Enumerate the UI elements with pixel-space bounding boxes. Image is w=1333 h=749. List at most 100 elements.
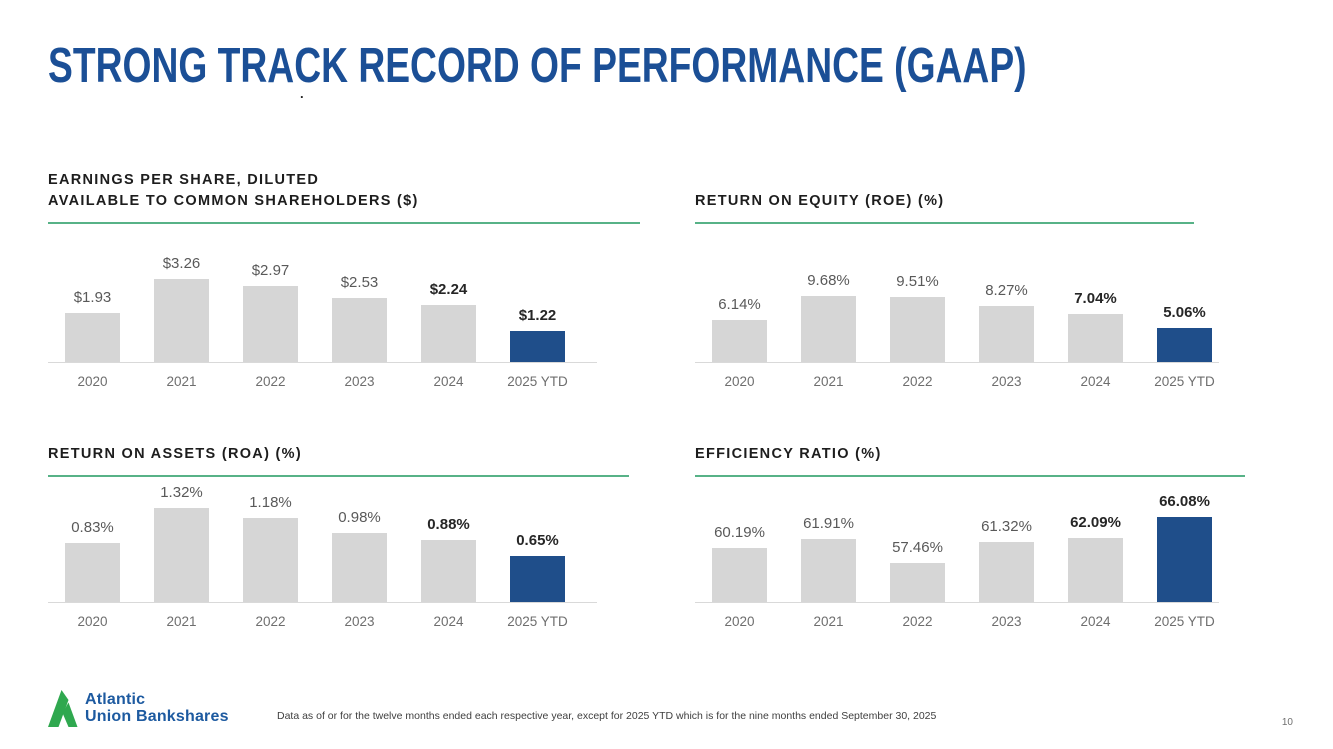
x-axis-tick-label: 2020 bbox=[77, 614, 108, 629]
bar-cell: 0.83% bbox=[48, 519, 137, 603]
bar-cell: 8.27% bbox=[962, 282, 1051, 363]
chart-title: EARNINGS PER SHARE, DILUTED AVAILABLE TO … bbox=[48, 168, 640, 222]
bar bbox=[154, 279, 209, 363]
page-number: 10 bbox=[1281, 717, 1293, 728]
bar-value-label: 61.91% bbox=[803, 515, 854, 532]
x-axis-tick-label: 2022 bbox=[255, 374, 286, 389]
bar-cell: $2.24 bbox=[404, 281, 493, 363]
bar-cell: 66.08% bbox=[1140, 493, 1229, 603]
x-axis-labels: 2020 2021 2022 2023 2024 2025 YTD bbox=[48, 603, 582, 629]
x-axis-tick-label: 2025 YTD bbox=[1154, 614, 1215, 629]
bar-cell: $1.22 bbox=[493, 307, 582, 363]
bar-value-label: 8.27% bbox=[985, 282, 1028, 299]
logo-text: Atlantic Union Bankshares bbox=[85, 691, 229, 725]
chart-title: EFFICIENCY RATIO (%) bbox=[695, 421, 1245, 475]
bar-plot: 6.14% 9.68% 9.51% 8.27% 7.04% 5.06% bbox=[695, 224, 1229, 363]
bar-value-label: 1.18% bbox=[249, 494, 292, 511]
green-divider bbox=[48, 222, 640, 224]
x-axis-tick-label: 2021 bbox=[166, 614, 197, 629]
x-axis-labels: 2020 2021 2022 2023 2024 2025 YTD bbox=[48, 363, 582, 389]
bar bbox=[801, 539, 856, 603]
x-axis-line bbox=[48, 362, 597, 363]
bar-value-label: 0.83% bbox=[71, 519, 114, 536]
x-axis-tick-label: 2020 bbox=[724, 614, 755, 629]
bar-cell: 57.46% bbox=[873, 539, 962, 603]
bar bbox=[332, 533, 387, 603]
x-axis-tick-label: 2023 bbox=[991, 614, 1022, 629]
x-axis-tick-label: 2021 bbox=[813, 614, 844, 629]
bar-value-label: $3.26 bbox=[162, 255, 201, 272]
x-axis-tick-label: 2025 YTD bbox=[507, 614, 568, 629]
bar bbox=[243, 518, 298, 603]
footnote: Data as of or for the twelve months ende… bbox=[277, 710, 937, 722]
stray-dot: . bbox=[300, 86, 304, 101]
bar bbox=[1157, 328, 1212, 363]
x-axis-tick-label: 2024 bbox=[433, 614, 464, 629]
bar-value-label: $1.22 bbox=[518, 307, 557, 324]
bar-value-label: $2.97 bbox=[251, 262, 290, 279]
bar-value-label: 61.32% bbox=[981, 518, 1032, 535]
chart-panel-roe: RETURN ON EQUITY (ROE) (%) 6.14% 9.68% 9.5… bbox=[695, 168, 1245, 389]
bar-cell: 5.06% bbox=[1140, 304, 1229, 363]
bar bbox=[510, 331, 565, 363]
bar-value-label: $2.53 bbox=[340, 274, 379, 291]
green-divider bbox=[48, 475, 629, 477]
chart-title-line: AVAILABLE TO COMMON SHAREHOLDERS ($) bbox=[48, 192, 419, 209]
bar bbox=[890, 563, 945, 603]
bar-cell: 0.88% bbox=[404, 516, 493, 603]
bar-cell: 61.91% bbox=[784, 515, 873, 603]
x-axis-tick-label: 2023 bbox=[344, 614, 375, 629]
chart-title: RETURN ON ASSETS (ROA) (%) bbox=[48, 421, 640, 475]
x-axis-tick-label: 2024 bbox=[433, 374, 464, 389]
bar bbox=[243, 286, 298, 363]
x-axis-tick-label: 2020 bbox=[77, 374, 108, 389]
x-axis-tick-label: 2025 YTD bbox=[1154, 374, 1215, 389]
x-axis-tick-label: 2025 YTD bbox=[507, 374, 568, 389]
x-axis-tick-label: 2021 bbox=[166, 374, 197, 389]
bar bbox=[1068, 314, 1123, 363]
chart-panel-eps: EARNINGS PER SHARE, DILUTED AVAILABLE TO … bbox=[48, 168, 640, 389]
bar-value-label: $1.93 bbox=[73, 289, 112, 306]
bar-value-label: 1.32% bbox=[160, 484, 203, 501]
company-logo: Atlantic Union Bankshares bbox=[48, 690, 229, 727]
x-axis-tick-label: 2021 bbox=[813, 374, 844, 389]
bar-plot: 60.19% 61.91% 57.46% 61.32% 62.09% 66.08% bbox=[695, 477, 1229, 603]
bar-cell: 0.98% bbox=[315, 509, 404, 603]
x-axis-tick-label: 2023 bbox=[344, 374, 375, 389]
bar-value-label: 5.06% bbox=[1163, 304, 1206, 321]
bar-cell: 6.14% bbox=[695, 296, 784, 363]
x-axis-tick-label: 2023 bbox=[991, 374, 1022, 389]
x-axis-tick-label: 2020 bbox=[724, 374, 755, 389]
bar-value-label: 7.04% bbox=[1074, 290, 1117, 307]
bar-value-label: 57.46% bbox=[892, 539, 943, 556]
bar bbox=[979, 306, 1034, 363]
bar-cell: 60.19% bbox=[695, 524, 784, 603]
x-axis-labels: 2020 2021 2022 2023 2024 2025 YTD bbox=[695, 363, 1229, 389]
bar-plot: 0.83% 1.32% 1.18% 0.98% 0.88% 0.65% bbox=[48, 477, 597, 603]
bar-cell: 7.04% bbox=[1051, 290, 1140, 363]
logo-line-2: Union Bankshares bbox=[85, 707, 229, 725]
bar-cell: 1.32% bbox=[137, 484, 226, 603]
slide-title: STRONG TRACK RECORD OF PERFORMANCE (GAAP… bbox=[48, 39, 1027, 93]
bar bbox=[712, 548, 767, 603]
bar bbox=[421, 540, 476, 603]
green-divider bbox=[695, 475, 1245, 477]
bar-value-label: 60.19% bbox=[714, 524, 765, 541]
bar-cell: 0.65% bbox=[493, 532, 582, 603]
bar-cell: 9.51% bbox=[873, 273, 962, 363]
bar-cell: $1.93 bbox=[48, 289, 137, 363]
bar-value-label: 0.88% bbox=[427, 516, 470, 533]
bar-value-label: 66.08% bbox=[1159, 493, 1210, 510]
bar-value-label: 0.65% bbox=[516, 532, 559, 549]
mountain-a-icon bbox=[48, 690, 78, 727]
bar-value-label: 6.14% bbox=[718, 296, 761, 313]
bar bbox=[1157, 517, 1212, 603]
x-axis-labels: 2020 2021 2022 2023 2024 2025 YTD bbox=[695, 603, 1229, 629]
bar-plot: $1.93 $3.26 $2.97 $2.53 $2.24 $1.22 bbox=[48, 224, 597, 363]
x-axis-tick-label: 2022 bbox=[902, 374, 933, 389]
bar bbox=[890, 297, 945, 363]
bar bbox=[712, 320, 767, 363]
chart-title-line: RETURN ON ASSETS (ROA) (%) bbox=[48, 445, 302, 462]
charts-grid: EARNINGS PER SHARE, DILUTED AVAILABLE TO … bbox=[48, 168, 1245, 629]
green-divider bbox=[695, 222, 1194, 224]
